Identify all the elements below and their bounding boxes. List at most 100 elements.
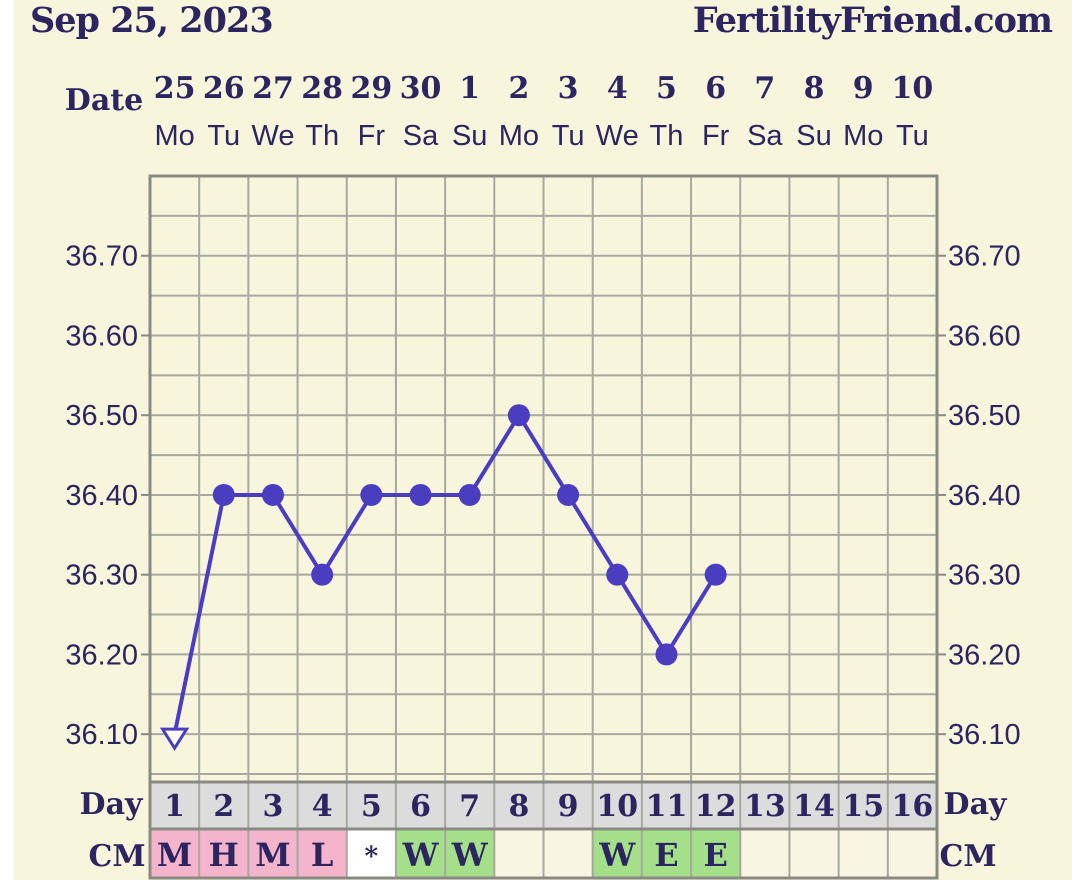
cycle-day-label: 6 xyxy=(410,789,431,824)
y-tick-label-left: 36.40 xyxy=(65,480,138,512)
cycle-day-label: 10 xyxy=(596,789,638,824)
temperature-point xyxy=(409,483,432,506)
chart-border xyxy=(148,174,939,880)
cm-labels: M H M L * W W W E E xyxy=(157,836,728,874)
temperature-point xyxy=(311,563,334,586)
temperature-point xyxy=(704,563,727,586)
date-label: 26 xyxy=(203,71,245,106)
cycle-day-label: 3 xyxy=(263,789,284,824)
weekday-label: Mo xyxy=(843,120,883,152)
cycle-day-label: 7 xyxy=(459,789,480,824)
cm-cell-bg xyxy=(789,829,839,878)
cycle-day-label: 1 xyxy=(164,789,185,824)
cm-cell-bg xyxy=(395,829,446,878)
weekday-label: Tu xyxy=(896,120,929,152)
cm-label: W xyxy=(598,836,636,874)
cycle-day-label: 9 xyxy=(558,789,579,824)
temperature-point xyxy=(507,404,530,427)
cm-row-label-right: CM xyxy=(939,839,996,874)
cm-label: L xyxy=(311,836,334,874)
date-label: 27 xyxy=(252,71,294,106)
cm-cell-bg xyxy=(248,829,298,878)
cm-row-label-left: CM xyxy=(88,839,145,874)
cm-label: M xyxy=(255,836,290,874)
cycle-day-labels: 1 2 3 4 5 6 7 8 9 10 11 12 13 14 15 16 xyxy=(164,789,933,824)
date-label: 10 xyxy=(892,71,934,106)
y-tick-label-left: 36.30 xyxy=(65,560,138,592)
cycle-day-label: 2 xyxy=(213,789,234,824)
y-tick-labels: 36.70 36.70 36.60 36.60 36.50 36.50 36.40 36.40… xyxy=(65,241,1020,751)
cm-cell-bg xyxy=(592,829,642,878)
cm-cell-bg xyxy=(199,829,249,878)
weekday-label: Fr xyxy=(702,120,730,152)
date-row-label: Date xyxy=(65,83,143,118)
y-tick-label-right: 36.60 xyxy=(948,320,1021,352)
cycle-day-label: 5 xyxy=(361,789,382,824)
cycle-day-label: 4 xyxy=(312,789,333,824)
cm-label: * xyxy=(365,842,379,872)
cycle-day-label: 12 xyxy=(695,789,737,824)
cm-cell-bg xyxy=(297,829,347,878)
y-tick-label-left: 36.50 xyxy=(65,400,138,432)
weekday-label: Mo xyxy=(499,120,539,152)
cm-label: H xyxy=(209,836,239,874)
cycle-day-label: 11 xyxy=(646,789,688,824)
y-tick-label-left: 36.70 xyxy=(65,241,138,273)
cm-cell-bg xyxy=(494,829,544,878)
date-label: 8 xyxy=(804,71,825,106)
cm-label: E xyxy=(654,836,678,874)
temperature-point xyxy=(360,483,383,506)
y-tick-label-left: 36.10 xyxy=(65,719,138,751)
cm-label: W xyxy=(402,836,440,874)
day-row-label-right: Day xyxy=(944,787,1008,822)
weekday-label: Mo xyxy=(154,120,194,152)
cm-cell-bg xyxy=(543,829,593,878)
cycle-day-label: 14 xyxy=(793,789,835,824)
cm-cell-bg xyxy=(346,829,396,878)
weekday-label: Su xyxy=(796,120,831,152)
temperature-point xyxy=(655,643,678,666)
site-name: FertilityFriend.com xyxy=(692,0,1053,41)
cm-cell-bg xyxy=(445,829,495,878)
weekday-label: We xyxy=(596,120,639,152)
temperature-point xyxy=(606,563,629,586)
left-edge-strip xyxy=(0,0,14,880)
grid-lines xyxy=(150,176,937,878)
y-tick-label-right: 36.40 xyxy=(948,480,1021,512)
weekday-label: Sa xyxy=(747,120,783,152)
y-tick-label-right: 36.30 xyxy=(948,560,1021,592)
cm-cell-bg xyxy=(838,829,888,878)
temperature-point xyxy=(557,483,580,506)
date-label: 9 xyxy=(853,71,874,106)
cycle-day-label: 13 xyxy=(744,789,786,824)
date-label: 3 xyxy=(558,71,579,106)
date-label: 6 xyxy=(705,71,726,106)
y-tick-label-right: 36.20 xyxy=(948,639,1021,671)
temperature-point xyxy=(261,483,284,506)
weekday-label: Tu xyxy=(207,120,240,152)
temperature-series xyxy=(159,404,727,751)
weekday-label: We xyxy=(251,120,294,152)
date-label: 4 xyxy=(607,71,628,106)
cm-label: E xyxy=(703,836,727,874)
temperature-point xyxy=(458,483,481,506)
date-label: 2 xyxy=(508,71,529,106)
weekday-label: Fr xyxy=(358,120,386,152)
temperature-point xyxy=(212,483,235,506)
cm-cell-bg xyxy=(641,829,692,878)
weekday-label: Sa xyxy=(403,120,439,152)
chart-frame xyxy=(148,174,939,880)
date-label: 28 xyxy=(301,71,343,106)
y-tick-label-right: 36.10 xyxy=(948,719,1021,751)
cycle-day-label: 8 xyxy=(508,789,529,824)
y-tick-label-right: 36.50 xyxy=(948,400,1021,432)
y-tick-label-left: 36.20 xyxy=(65,639,138,671)
cm-backgrounds xyxy=(150,829,937,878)
cm-cell-bg xyxy=(887,829,937,878)
date-label: 30 xyxy=(400,71,442,106)
date-label: 7 xyxy=(754,71,775,106)
date-label: 1 xyxy=(459,71,480,106)
date-label: 29 xyxy=(350,71,392,106)
weekday-label: Tu xyxy=(552,120,585,152)
